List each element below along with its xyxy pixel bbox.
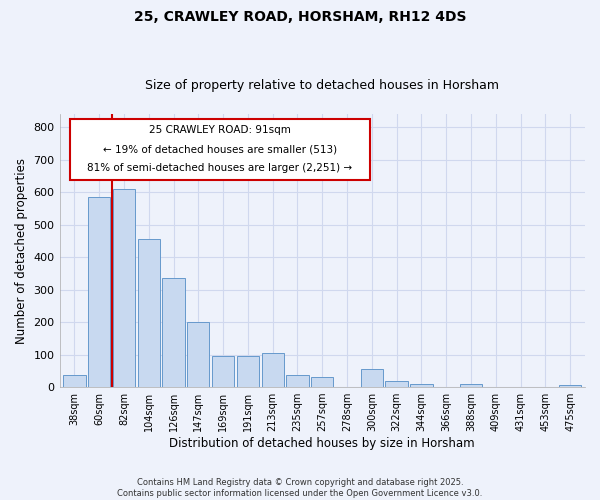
Bar xyxy=(63,374,86,387)
Bar xyxy=(311,376,334,387)
Bar xyxy=(137,239,160,387)
Text: 25, CRAWLEY ROAD, HORSHAM, RH12 4DS: 25, CRAWLEY ROAD, HORSHAM, RH12 4DS xyxy=(134,10,466,24)
Bar xyxy=(262,353,284,387)
Bar xyxy=(113,189,135,387)
Bar xyxy=(361,369,383,387)
Bar xyxy=(212,356,234,387)
X-axis label: Distribution of detached houses by size in Horsham: Distribution of detached houses by size … xyxy=(169,437,475,450)
FancyBboxPatch shape xyxy=(70,120,370,180)
Bar xyxy=(460,384,482,387)
Title: Size of property relative to detached houses in Horsham: Size of property relative to detached ho… xyxy=(145,79,499,92)
Bar xyxy=(187,322,209,387)
Bar xyxy=(559,386,581,387)
Bar xyxy=(88,197,110,387)
Text: 81% of semi-detached houses are larger (2,251) →: 81% of semi-detached houses are larger (… xyxy=(87,163,352,173)
Bar xyxy=(237,356,259,387)
Text: 25 CRAWLEY ROAD: 91sqm: 25 CRAWLEY ROAD: 91sqm xyxy=(149,125,291,135)
Bar xyxy=(385,380,408,387)
Bar xyxy=(410,384,433,387)
Y-axis label: Number of detached properties: Number of detached properties xyxy=(15,158,28,344)
Text: Contains HM Land Registry data © Crown copyright and database right 2025.
Contai: Contains HM Land Registry data © Crown c… xyxy=(118,478,482,498)
Bar xyxy=(163,278,185,387)
Text: ← 19% of detached houses are smaller (513): ← 19% of detached houses are smaller (51… xyxy=(103,144,337,154)
Bar xyxy=(286,374,308,387)
